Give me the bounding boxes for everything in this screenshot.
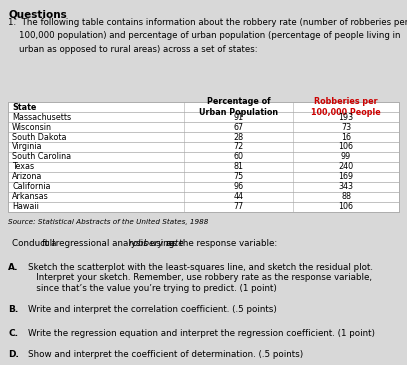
Text: 60: 60 [234, 153, 244, 161]
Text: 91: 91 [234, 113, 244, 122]
Text: 100,000 population) and percentage of urban population (percentage of people liv: 100,000 population) and percentage of ur… [8, 31, 400, 41]
Text: 16: 16 [341, 132, 351, 142]
Text: 44: 44 [234, 192, 244, 201]
Text: Conduct a: Conduct a [12, 239, 59, 248]
Text: Write and interpret the correlation coefficient. (.5 points): Write and interpret the correlation coef… [28, 305, 277, 314]
Bar [8, 122, 399, 132]
Text: Percentage of
Urban Population: Percentage of Urban Population [199, 97, 278, 117]
Text: Virginia: Virginia [12, 142, 43, 151]
Text: B.: B. [8, 305, 18, 314]
Text: A.: A. [8, 263, 19, 272]
Text: urban as opposed to rural areas) across a set of states:: urban as opposed to rural areas) across … [8, 45, 258, 54]
Text: 75: 75 [234, 172, 244, 181]
Text: 28: 28 [234, 132, 244, 142]
Bar [8, 202, 399, 212]
Bar [8, 112, 399, 122]
Text: Sketch the scatterplot with the least-squares line, and sketch the residual plot: Sketch the scatterplot with the least-sq… [28, 263, 374, 293]
Text: Arizona: Arizona [12, 172, 42, 181]
Bar [8, 182, 399, 192]
Text: as the response variable:: as the response variable: [164, 239, 277, 248]
Text: 67: 67 [234, 123, 244, 132]
Text: 193: 193 [339, 113, 354, 122]
Text: 99: 99 [341, 153, 351, 161]
Text: Texas: Texas [12, 162, 34, 172]
Bar [8, 152, 399, 162]
Text: Wisconsin: Wisconsin [12, 123, 52, 132]
Text: Write the regression equation and interpret the regression coefficient. (1 point: Write the regression equation and interp… [28, 328, 376, 338]
Text: 81: 81 [234, 162, 244, 172]
Bar [8, 192, 399, 202]
Text: South Dakota: South Dakota [12, 132, 67, 142]
Text: 106: 106 [339, 142, 354, 151]
Text: 88: 88 [341, 192, 351, 201]
Text: Robberies per
100,000 People: Robberies per 100,000 People [311, 97, 381, 117]
Text: 343: 343 [339, 182, 354, 191]
Text: 240: 240 [339, 162, 354, 172]
Text: State: State [12, 103, 36, 112]
Text: robbery rate: robbery rate [129, 239, 183, 248]
Text: Massachusetts: Massachusetts [12, 113, 71, 122]
Text: South Carolina: South Carolina [12, 153, 71, 161]
Text: 1.  The following table contains information about the robbery rate (number of r: 1. The following table contains informat… [8, 18, 407, 27]
Text: Show and interpret the coefficient of determination. (.5 points): Show and interpret the coefficient of de… [28, 350, 304, 360]
Bar [8, 102, 399, 112]
Text: regressional analysis using: regressional analysis using [53, 239, 177, 248]
Text: 73: 73 [341, 123, 351, 132]
Text: 77: 77 [234, 202, 244, 211]
Bar [8, 142, 399, 152]
Text: C.: C. [8, 328, 18, 338]
Text: Questions: Questions [8, 9, 67, 19]
Text: 96: 96 [234, 182, 244, 191]
Text: 106: 106 [339, 202, 354, 211]
Text: California: California [12, 182, 50, 191]
Bar [8, 172, 399, 182]
Text: full: full [42, 239, 55, 248]
Text: D.: D. [8, 350, 19, 360]
Text: Source: Statistical Abstracts of the United States, 1988: Source: Statistical Abstracts of the Uni… [8, 219, 208, 225]
Bar [8, 132, 399, 142]
Text: 169: 169 [339, 172, 354, 181]
Bar [8, 162, 399, 172]
Text: Hawaii: Hawaii [12, 202, 39, 211]
Text: 72: 72 [234, 142, 244, 151]
Text: Arkansas: Arkansas [12, 192, 49, 201]
